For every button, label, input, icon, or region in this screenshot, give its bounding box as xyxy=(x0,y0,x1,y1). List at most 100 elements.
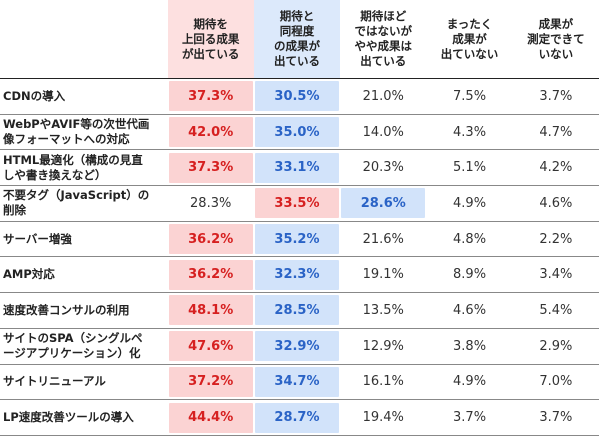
value-cell: 2.2% xyxy=(512,221,599,258)
row-label: CDNの導入 xyxy=(0,78,168,115)
column-header-1: 期待を 上回る成果 が出ている xyxy=(167,0,254,79)
value-label: 28.6% xyxy=(341,188,426,219)
table-row: サイトのSPA（シングルペ ージアプリケーション）化 47.6% 32.9% 12.9… xyxy=(0,328,599,365)
value-cell: 36.2% xyxy=(167,221,254,258)
value-label: 32.9% xyxy=(254,331,340,362)
value-label: 13.5% xyxy=(362,302,404,318)
value-label: 5.1% xyxy=(453,160,487,176)
table-body: CDNの導入 37.3% 30.5% 21.0% 7.5% 3.7% WebPやAVIF等の… xyxy=(0,78,599,436)
value-cell: 44.4% xyxy=(167,399,254,436)
value-label: 5.4% xyxy=(539,302,573,318)
value-cell: 3.7% xyxy=(426,399,513,436)
value-label: 36.2% xyxy=(168,259,253,290)
value-cell: 37.3% xyxy=(167,149,254,187)
column-header-4: まったく 成果が 出ていない xyxy=(426,0,513,79)
table-row: AMP対応 36.2% 32.3% 19.1% 8.9% 3.4% xyxy=(0,256,599,294)
value-label: 47.6% xyxy=(168,331,253,362)
value-label: 2.9% xyxy=(539,338,573,354)
value-cell: 3.7% xyxy=(512,78,599,115)
value-label: 3.7% xyxy=(539,88,573,104)
value-label: 21.0% xyxy=(362,88,404,104)
value-cell: 21.0% xyxy=(340,78,427,115)
value-cell: 35.0% xyxy=(253,114,341,151)
value-label: 32.3% xyxy=(254,259,340,290)
value-cell: 5.4% xyxy=(512,292,599,329)
table-row: CDNの導入 37.3% 30.5% 21.0% 7.5% 3.7% xyxy=(0,78,599,115)
table-row: サーバー増強 36.2% 35.2% 21.6% 4.8% 2.2% xyxy=(0,221,599,258)
value-label: 3.7% xyxy=(453,410,487,426)
value-label: 4.3% xyxy=(453,124,487,140)
value-label: 28.7% xyxy=(254,402,340,433)
value-label: 4.9% xyxy=(453,195,487,211)
value-cell: 4.9% xyxy=(426,185,513,222)
value-label: 4.6% xyxy=(539,195,573,211)
value-label: 28.3% xyxy=(190,195,232,211)
column-header-3: 期待ほど ではないが やや成果は 出ている xyxy=(340,0,427,79)
row-label: 速度改善コンサルの利用 xyxy=(0,292,168,329)
value-cell: 20.3% xyxy=(340,149,427,187)
value-cell: 34.7% xyxy=(253,364,341,401)
value-label: 2.2% xyxy=(539,231,573,247)
value-label: 4.8% xyxy=(453,231,487,247)
value-cell: 4.8% xyxy=(426,221,513,258)
value-label: 37.3% xyxy=(168,81,253,112)
value-label: 37.2% xyxy=(168,366,253,397)
header-row: 期待を 上回る成果 が出ている 期待と 同程度 の成果が 出ている 期待ほど ではな… xyxy=(0,0,599,79)
value-label: 33.1% xyxy=(254,152,340,183)
value-cell: 3.8% xyxy=(426,328,513,365)
value-cell: 32.9% xyxy=(253,328,341,365)
table-row: WebPやAVIF等の次世代画 像フォーマットへの対応 42.0% 35.0% 14.… xyxy=(0,114,599,151)
value-cell: 19.4% xyxy=(340,399,427,436)
value-label: 8.9% xyxy=(453,267,487,283)
table-row: 速度改善コンサルの利用 48.1% 28.5% 13.5% 4.6% 5.4% xyxy=(0,292,599,329)
value-label: 7.0% xyxy=(539,374,573,390)
value-label: 42.0% xyxy=(168,117,253,148)
value-label: 4.6% xyxy=(453,302,487,318)
value-cell: 32.3% xyxy=(253,256,341,294)
value-label: 16.1% xyxy=(362,374,404,390)
column-header-5: 成果が 測定できて いない xyxy=(512,0,599,79)
value-cell: 33.5% xyxy=(253,185,341,222)
value-label: 34.7% xyxy=(254,366,340,397)
value-cell: 33.1% xyxy=(253,149,341,187)
value-cell: 2.9% xyxy=(512,328,599,365)
value-label: 14.0% xyxy=(362,124,404,140)
column-header-2: 期待と 同程度 の成果が 出ている xyxy=(253,0,341,79)
value-cell: 3.7% xyxy=(512,399,599,436)
value-label: 28.5% xyxy=(254,295,340,326)
value-label: 37.3% xyxy=(168,152,253,183)
value-label: 44.4% xyxy=(168,402,253,433)
value-cell: 7.5% xyxy=(426,78,513,115)
value-cell: 19.1% xyxy=(340,256,427,294)
value-label: 4.2% xyxy=(539,160,573,176)
value-label: 30.5% xyxy=(254,81,340,112)
value-label: 20.3% xyxy=(362,160,404,176)
row-label: AMP対応 xyxy=(0,256,168,294)
value-cell: 4.6% xyxy=(512,185,599,222)
value-cell: 21.6% xyxy=(340,221,427,258)
value-label: 3.7% xyxy=(539,410,573,426)
value-cell: 4.3% xyxy=(426,114,513,151)
value-cell: 48.1% xyxy=(167,292,254,329)
corner-cell xyxy=(0,0,168,79)
row-label: WebPやAVIF等の次世代画 像フォーマットへの対応 xyxy=(0,114,168,151)
value-cell: 4.9% xyxy=(426,364,513,401)
value-label: 19.1% xyxy=(362,267,404,283)
value-label: 7.5% xyxy=(453,88,487,104)
value-label: 35.2% xyxy=(254,224,340,255)
table-row: HTML最適化（構成の見直 しや書き換えなど） 37.3% 33.1% 20.3% 5.… xyxy=(0,149,599,187)
value-cell: 4.2% xyxy=(512,149,599,187)
value-cell: 7.0% xyxy=(512,364,599,401)
value-label: 19.4% xyxy=(362,410,404,426)
row-label: サイトのSPA（シングルペ ージアプリケーション）化 xyxy=(0,328,168,365)
value-label: 12.9% xyxy=(362,338,404,354)
value-cell: 30.5% xyxy=(253,78,341,115)
value-label: 4.7% xyxy=(539,124,573,140)
value-label: 33.5% xyxy=(254,188,340,219)
value-label: 36.2% xyxy=(168,224,253,255)
value-cell: 12.9% xyxy=(340,328,427,365)
row-label: サーバー増強 xyxy=(0,221,168,258)
value-cell: 4.6% xyxy=(426,292,513,329)
value-cell: 14.0% xyxy=(340,114,427,151)
value-cell: 35.2% xyxy=(253,221,341,258)
